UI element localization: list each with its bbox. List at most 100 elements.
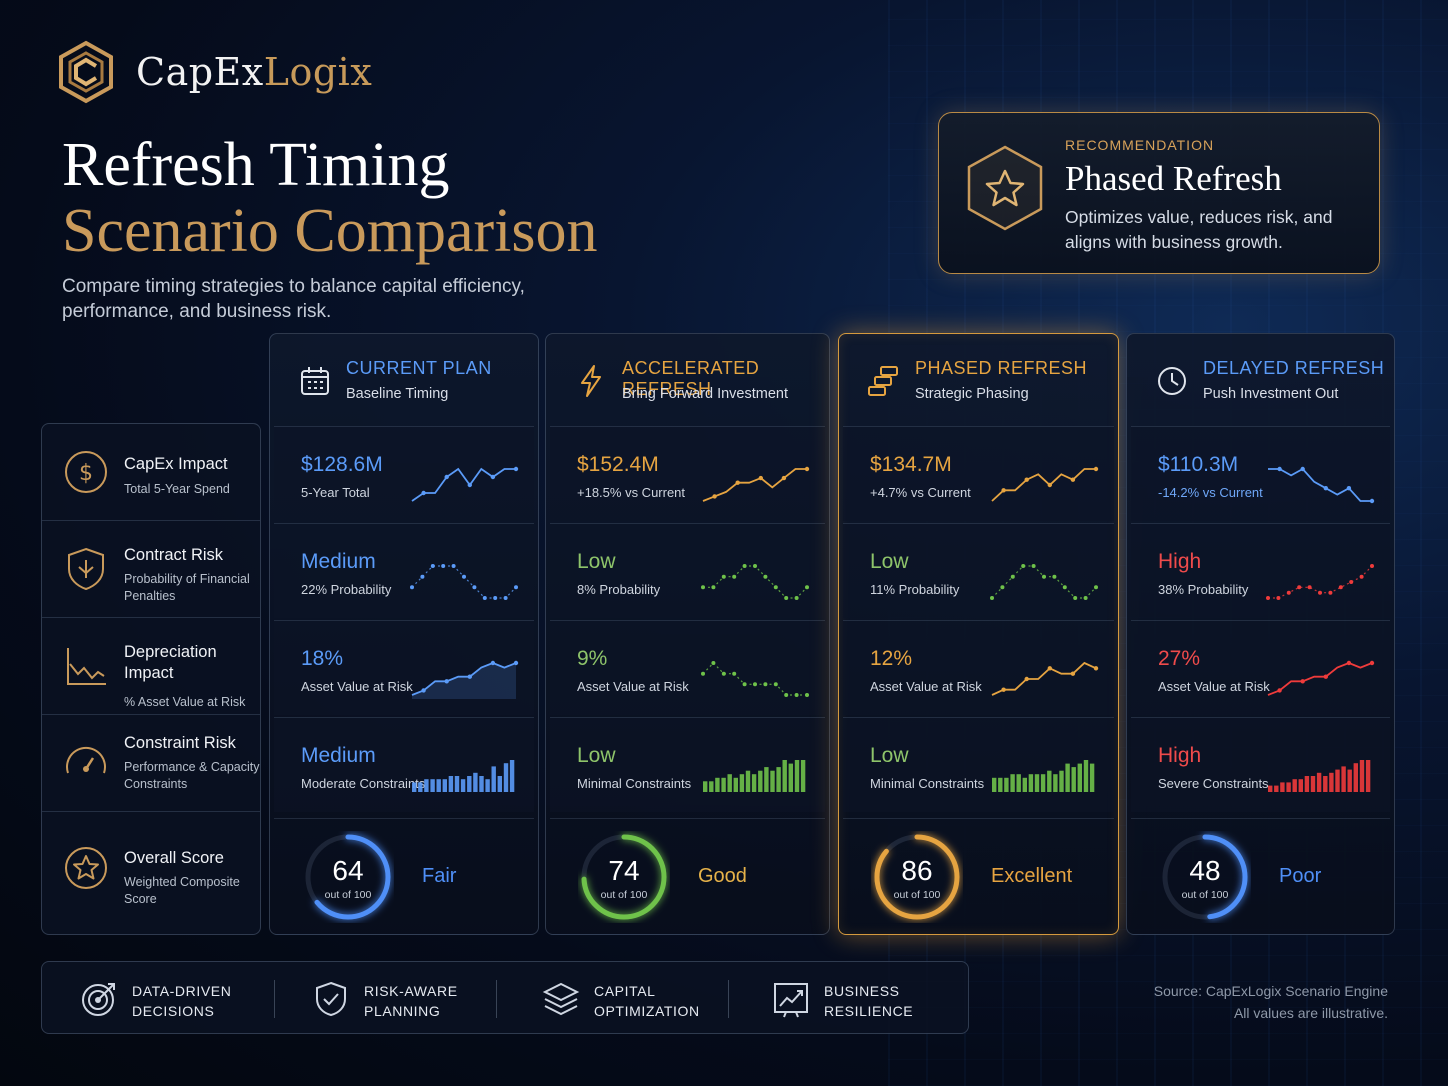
spark-bar	[1310, 776, 1316, 792]
spark-bar	[1280, 782, 1285, 792]
spark-bar	[733, 777, 738, 792]
spark-bar	[727, 774, 732, 792]
page-title-line1: Refresh Timing	[62, 131, 450, 199]
score-value: 48	[1189, 855, 1221, 886]
recommendation-title: Phased Refresh	[1065, 159, 1282, 198]
spark-line	[1268, 467, 1372, 502]
spark-point	[735, 480, 740, 485]
score-value: 74	[608, 855, 640, 886]
disclaimer-line: All values are illustrative.	[1233, 1005, 1388, 1021]
spark-point	[1070, 477, 1076, 482]
sparkline	[1268, 760, 1371, 792]
scenario-tagline: Strategic Phasing	[915, 386, 1029, 402]
spark-point	[1300, 679, 1305, 684]
scenario-column-delayed-refresh[interactable]: DELAYED REFRESH Push Investment Out $110…	[1126, 333, 1395, 935]
shield-icon	[68, 547, 104, 591]
spark-point	[1093, 666, 1099, 671]
spark-bar	[788, 763, 793, 792]
phased-blocks-icon	[868, 366, 898, 396]
scenario-column-current-plan[interactable]: CURRENT PLAN Baseline Timing $128.6M 5-Y…	[269, 333, 539, 935]
spark-bar	[1316, 772, 1322, 792]
spark-point	[1024, 477, 1029, 482]
metric-value: High	[1158, 744, 1202, 767]
spark-point	[1338, 585, 1343, 590]
scenario-name: PHASED REFRESH	[915, 358, 1088, 378]
spark-bar	[424, 779, 429, 792]
spark-point	[1083, 596, 1088, 600]
spark-point	[742, 682, 747, 687]
score-rating: Poor	[1279, 865, 1322, 887]
spark-bar	[992, 777, 997, 792]
dollar-icon: $	[65, 451, 107, 493]
overall-score-cell: 74 out of 100 Good	[550, 818, 825, 932]
metric-cell: High 38% Probability	[1131, 523, 1390, 618]
metric-label-column: $ CapEx Impact Total 5-Year Spend Contra…	[41, 423, 261, 935]
metric-value: Low	[870, 744, 909, 767]
score-ring-progress	[305, 834, 391, 920]
spark-point	[490, 474, 496, 480]
metric-detail: Asset Value at Risk	[301, 679, 413, 694]
overall-score-cell: 86 out of 100 Excellent	[843, 818, 1114, 932]
scenario-column-accelerated-refresh[interactable]: ACCELERATED REFRESH Bring Forward Invest…	[545, 333, 830, 935]
pillar-label: BUSINESS RESILIENCE	[824, 983, 914, 1019]
spark-bar	[1359, 760, 1365, 792]
metric-detail: 11% Probability	[870, 582, 960, 597]
scenario-column-phased-refresh[interactable]: PHASED REFRESH Strategic Phasing $134.7M…	[838, 333, 1119, 935]
spark-point	[444, 679, 449, 684]
sparkline	[991, 466, 1099, 502]
spark-bar	[479, 776, 484, 792]
spark-point	[805, 585, 809, 590]
spark-bar	[1034, 774, 1040, 792]
spark-point	[1346, 660, 1352, 666]
pillar-label: RISK-AWARE PLANNING	[364, 983, 458, 1019]
metric-row-constraint-risk: Constraint Risk Performance & Capacity C…	[42, 715, 260, 812]
layers-icon	[542, 982, 580, 1016]
metric-cell: 12% Asset Value at Risk	[843, 620, 1114, 715]
spark-point	[410, 585, 414, 590]
spark-line	[702, 468, 807, 502]
spark-point	[701, 585, 705, 590]
scenario-name: DELAYED REFRESH	[1203, 358, 1385, 378]
spark-point	[1277, 466, 1282, 472]
score-scale: out of 100	[324, 889, 372, 901]
score-ring	[305, 834, 391, 920]
clock-icon	[1158, 367, 1186, 395]
metric-detail: Minimal Constraints	[577, 776, 692, 791]
metric-detail: Severe Constraints	[1158, 776, 1269, 791]
metric-row-depreciation: Depreciation Impact % Asset Value at Ris…	[42, 618, 260, 715]
spark-bar	[1292, 779, 1297, 792]
score-value: 86	[901, 855, 933, 886]
spark-point	[711, 661, 716, 665]
metric-detail: Asset Value at Risk	[1158, 679, 1270, 694]
sparkline	[410, 564, 518, 600]
spark-point	[1369, 660, 1375, 666]
spark-point	[1042, 574, 1046, 579]
metric-cell: Low 11% Probability	[843, 523, 1114, 618]
metric-row-contract-risk: Contract Risk Probability of Financial P…	[42, 521, 260, 618]
spark-point	[781, 475, 787, 481]
metric-title: Depreciation Impact	[124, 643, 217, 682]
spark-bar	[485, 779, 490, 792]
sparkline	[411, 466, 519, 502]
spark-point	[1010, 574, 1015, 579]
growth-chart-icon	[774, 983, 808, 1018]
spark-bar	[1323, 776, 1328, 792]
brand-name: CapExLogix	[136, 50, 373, 94]
spark-bar	[770, 770, 775, 792]
calendar-icon	[301, 367, 329, 395]
sparkline	[991, 661, 1099, 696]
metric-detail: 5-Year Total	[301, 485, 370, 500]
metric-title: CapEx Impact	[124, 455, 228, 473]
source-note: Source: CapExLogix Scenario Engine All v…	[1154, 980, 1388, 1024]
spark-bar	[1053, 774, 1058, 792]
metric-detail: 8% Probability	[577, 582, 661, 597]
metric-subtitle: Performance & Capacity Constraints	[124, 760, 260, 791]
metric-value: $110.3M	[1158, 453, 1239, 476]
spark-bar	[764, 767, 769, 792]
metric-detail: +18.5% vs Current	[577, 485, 686, 500]
spark-point	[1031, 564, 1036, 568]
metric-row-overall-score: Overall Score Weighted Composite Score	[42, 812, 260, 934]
spark-bar	[751, 774, 757, 792]
spark-bar	[739, 774, 745, 792]
spark-point	[503, 596, 508, 600]
